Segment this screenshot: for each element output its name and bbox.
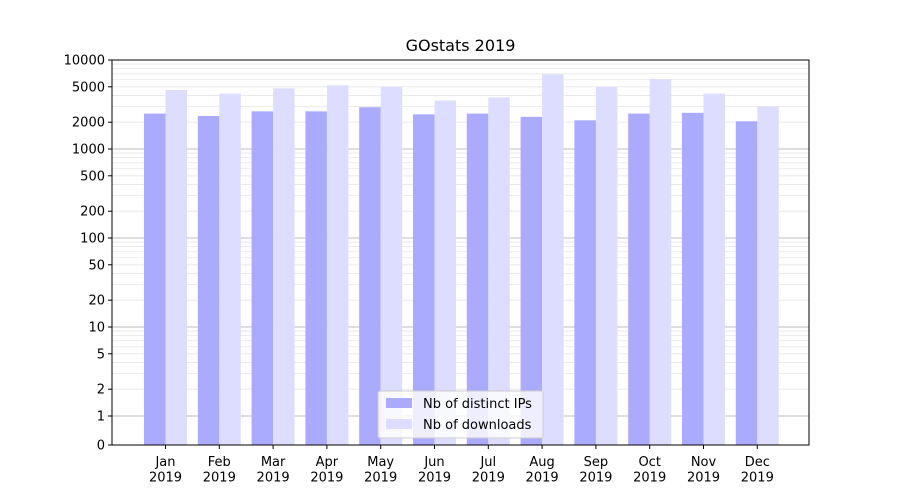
bar-downloads <box>165 90 187 445</box>
bar-distinct-ips <box>144 113 166 445</box>
y-tick-label: 50 <box>88 258 105 273</box>
x-tick-label: Aug 2019 <box>526 455 559 486</box>
y-tick-label: 1 <box>97 410 105 425</box>
bar-downloads <box>649 79 672 445</box>
x-tick-label: Dec 2019 <box>741 455 774 486</box>
bar-distinct-ips <box>359 107 381 445</box>
chart-title: GOstats 2019 <box>406 36 516 55</box>
bar-distinct-ips <box>305 111 327 445</box>
bar-downloads <box>757 106 779 446</box>
x-axis: Jan 2019 Feb 2019 Mar 2019 Apr 2019 May 2019 Jun 20… <box>149 445 774 486</box>
bar-distinct-ips <box>735 121 758 445</box>
bar-distinct-ips <box>413 114 435 445</box>
y-tick-label: 2 <box>97 383 105 398</box>
x-tick-label: Nov 2019 <box>687 455 720 486</box>
bar-distinct-ips <box>628 113 650 445</box>
y-axis: 0 1 2 5 10 20 50 100 200 500 1000 2000 5000 10000 <box>64 54 112 454</box>
y-tick-label: 20 <box>88 294 105 309</box>
bar-distinct-ips <box>682 112 704 445</box>
x-tick-label: Oct 2019 <box>633 455 666 486</box>
y-tick-label: 2000 <box>72 116 105 131</box>
bar-distinct-ips <box>520 116 543 446</box>
y-tick-label: 10000 <box>64 54 105 69</box>
y-tick-label: 10 <box>88 321 105 336</box>
y-tick-label: 100 <box>80 232 105 247</box>
bars <box>144 74 779 446</box>
x-tick-label: Jun 2019 <box>418 455 451 486</box>
bar-downloads <box>488 97 510 445</box>
legend-swatch-downloads <box>386 419 412 429</box>
bar-distinct-ips <box>197 115 220 445</box>
legend-label-downloads: Nb of downloads <box>423 418 532 433</box>
legend-box <box>377 390 544 439</box>
bar-downloads <box>273 88 295 445</box>
plot-frame <box>111 59 810 446</box>
x-tick-label: Apr 2019 <box>310 455 343 486</box>
bar-downloads <box>380 86 403 445</box>
y-tick-label: 500 <box>80 169 105 184</box>
x-tick-label: Jul 2019 <box>472 455 505 486</box>
bar-downloads <box>326 85 349 446</box>
x-tick-label: Mar 2019 <box>257 455 290 486</box>
y-tick-label: 5 <box>97 347 105 362</box>
bar-downloads <box>595 86 618 445</box>
legend: Nb of distinct IPs Nb of downloads <box>377 390 544 439</box>
x-tick-label: Jan 2019 <box>149 455 182 486</box>
bar-downloads <box>434 100 456 445</box>
x-tick-label: Feb 2019 <box>203 455 236 486</box>
legend-swatch-distinct-ips <box>386 398 412 408</box>
y-tick-label: 5000 <box>72 80 105 95</box>
legend-label-distinct-ips: Nb of distinct IPs <box>423 397 532 412</box>
x-tick-label: May 2019 <box>364 455 397 486</box>
y-tick-label: 1000 <box>72 143 105 158</box>
bar-downloads <box>542 74 564 445</box>
bar-distinct-ips <box>251 111 274 445</box>
bar-downloads <box>703 93 725 445</box>
bar-downloads <box>219 93 241 445</box>
bar-distinct-ips <box>574 120 596 445</box>
bar-distinct-ips <box>466 113 489 445</box>
y-tick-label: 0 <box>97 439 105 454</box>
y-tick-label: 200 <box>80 205 105 220</box>
x-tick-label: Sep 2019 <box>579 455 612 486</box>
